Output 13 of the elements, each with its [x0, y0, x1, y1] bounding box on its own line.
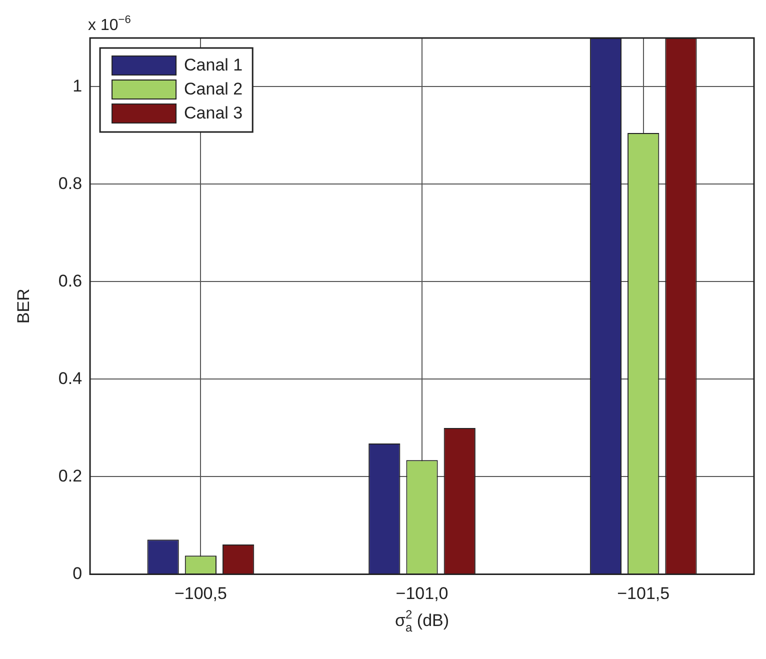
y-tick-label: 0	[72, 564, 82, 583]
legend-label: Canal 1	[184, 56, 243, 75]
y-tick-label: 0.8	[58, 174, 82, 193]
legend-label: Canal 2	[184, 80, 243, 99]
x-tick-label: −101,5	[617, 584, 670, 604]
x-tick-label: −101,0	[396, 584, 448, 604]
y-tick-label: 0.2	[58, 466, 82, 486]
y-axis-title: BER	[14, 288, 33, 324]
y-tick-label: 0.4	[58, 368, 82, 388]
y-tick-label: 1	[72, 76, 82, 96]
x-tick-label: −100,5	[174, 584, 227, 604]
y-tick-label: 0.6	[58, 271, 82, 290]
legend-label: Canal 3	[184, 104, 243, 123]
